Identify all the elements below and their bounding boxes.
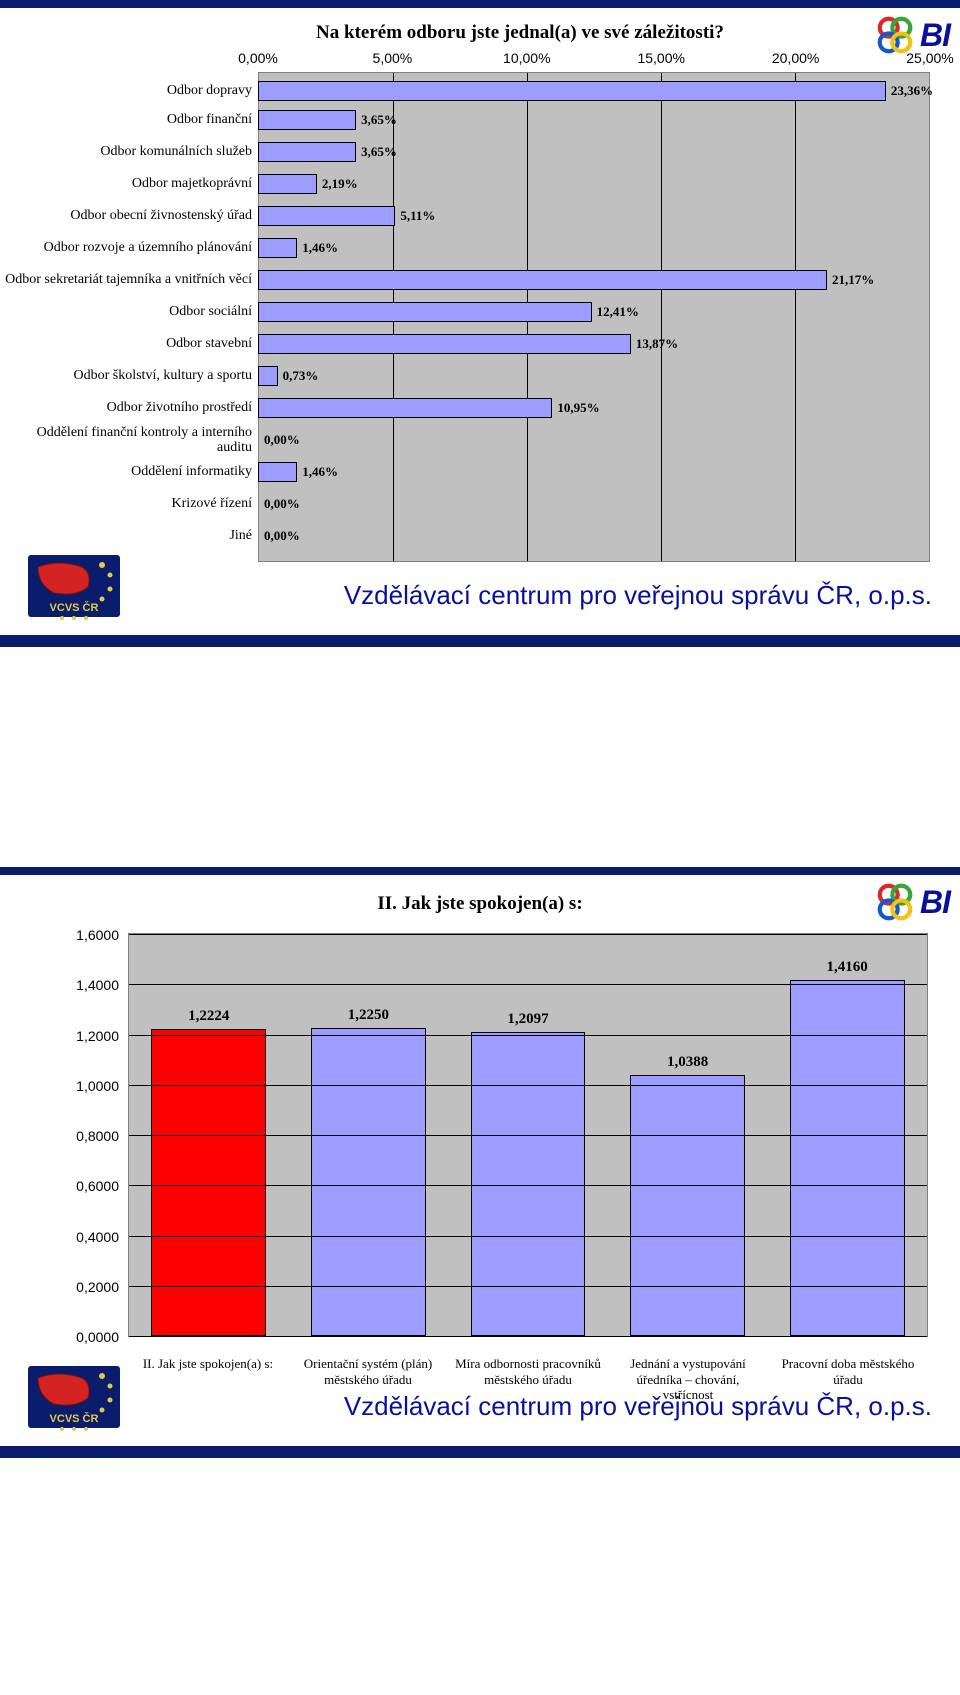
chart1-bar: 2,19% — [258, 174, 317, 194]
slide-1: BI Na kterém odboru jste jednal(a) ve sv… — [0, 0, 960, 647]
chart2-ytick: 1,2000 — [59, 1028, 119, 1044]
chart2-ytick: 1,4000 — [59, 977, 119, 993]
chart1-row-label: Odbor dopravy — [0, 83, 258, 98]
chart1-xaxis-tick: 0,00% — [238, 50, 278, 66]
chart2-bar-value: 1,2224 — [129, 1008, 289, 1025]
chart1-bar: 5,11% — [258, 206, 395, 226]
chart1-xaxis-tick: 25,00% — [906, 50, 953, 66]
chart1-bar: 0,73% — [258, 366, 278, 386]
chart1-row: Jiné 0,00% — [0, 520, 960, 552]
chart1-row-label: Odbor finanční — [0, 112, 258, 127]
chart1-bar-value: 1,46% — [302, 464, 338, 480]
chart1-xaxis-tick: 15,00% — [637, 50, 684, 66]
chart2-bar-value: 1,2250 — [289, 1007, 449, 1024]
chart2-ytick: 0,8000 — [59, 1128, 119, 1144]
chart1-row-label: Odbor sociální — [0, 304, 258, 319]
logo-bi: BI — [874, 881, 950, 923]
chart1-bar: 3,65% — [258, 142, 356, 162]
chart2-ytick: 0,4000 — [59, 1229, 119, 1245]
chart1-bar: 23,36% — [258, 81, 886, 101]
footer-text: Vzdělávací centrum pro veřejnou správu Č… — [0, 580, 960, 611]
chart1-bar-value: 0,00% — [264, 432, 300, 448]
chart1-row: Krizové řízení 0,00% — [0, 488, 960, 520]
chart2-bar — [151, 1029, 266, 1336]
chart1-row-label: Odbor životního prostředí — [0, 400, 258, 415]
chart1-bar-value: 13,87% — [636, 336, 678, 352]
chart1-row: Odbor sekretariát tajemníka a vnitřních … — [0, 264, 960, 296]
chart1-axis: 0,00% 5,00% 10,00% 15,00% 20,00% 25,00% — [0, 50, 960, 72]
chart2-bar — [630, 1075, 745, 1336]
chart1-row: Oddělení informatiky1,46% — [0, 456, 960, 488]
chart2-bar-value: 1,4160 — [767, 959, 927, 976]
chart1-bar-value: 3,65% — [361, 144, 397, 160]
chart1-bar-value: 2,19% — [322, 176, 358, 192]
chart2-plot: 1,22241,22501,20971,03881,4160 0,00000,2… — [128, 933, 928, 1337]
chart2-ytick: 1,0000 — [59, 1078, 119, 1094]
chart1-bar: 13,87% — [258, 334, 631, 354]
chart2-ytick: 0,2000 — [59, 1279, 119, 1295]
chart2-ytick: 0,0000 — [59, 1329, 119, 1345]
chart1-row: Odbor rozvoje a územního plánování1,46% — [0, 232, 960, 264]
chart1-row-label: Odbor komunálních služeb — [0, 144, 258, 159]
chart2-ytick: 0,6000 — [59, 1178, 119, 1194]
chart1-xaxis-tick: 10,00% — [503, 50, 550, 66]
chart1-bar-value: 1,46% — [302, 240, 338, 256]
chart2-bar-value: 1,0388 — [608, 1054, 768, 1071]
chart1-row: Odbor dopravy23,36% — [0, 72, 960, 104]
logo-bi-text: BI — [920, 884, 950, 921]
chart2-bar — [311, 1028, 426, 1336]
chart1-bar-value: 0,00% — [264, 496, 300, 512]
chart1-bar: 3,65% — [258, 110, 356, 130]
chart1-bar: 21,17% — [258, 270, 827, 290]
chart1-row-label: Oddělení informatiky — [0, 464, 258, 479]
chart1-bar: 10,95% — [258, 398, 552, 418]
chart1-bar-value: 12,41% — [597, 304, 639, 320]
chart1-row-label: Odbor rozvoje a územního plánování — [0, 240, 258, 255]
chart1-row: Odbor životního prostředí10,95% — [0, 392, 960, 424]
chart1-row: Odbor školství, kultury a sportu0,73% — [0, 360, 960, 392]
chart1-bar-value: 21,17% — [832, 272, 874, 288]
chart1-bar-value: 3,65% — [361, 112, 397, 128]
chart1-row: Odbor majetkoprávní2,19% — [0, 168, 960, 200]
chart2-title: II. Jak jste spokojen(a) s: — [0, 893, 960, 915]
chart1-row: Odbor obecní živnostenský úřad5,11% — [0, 200, 960, 232]
chart2-bar — [471, 1032, 586, 1336]
chart1-row: Oddělení finanční kontroly a interního a… — [0, 424, 960, 456]
chart1-bar: 12,41% — [258, 302, 592, 322]
chart1-row-label: Odbor školství, kultury a sportu — [0, 368, 258, 383]
chart1-title: Na kterém odboru jste jednal(a) ve své z… — [260, 22, 780, 44]
footer-text: Vzdělávací centrum pro veřejnou správu Č… — [0, 1391, 960, 1422]
chart1-row-label: Odbor stavební — [0, 336, 258, 351]
chart1-bar-value: 0,73% — [283, 368, 319, 384]
chart1-bar-value: 23,36% — [891, 83, 933, 99]
chart1-xaxis-tick: 20,00% — [772, 50, 819, 66]
chart1-bar: 1,46% — [258, 462, 297, 482]
chart1-xaxis-tick: 5,00% — [373, 50, 413, 66]
chart2-ytick: 1,6000 — [59, 927, 119, 943]
chart1-row: Odbor finanční3,65% — [0, 104, 960, 136]
chart1-row-label: Odbor obecní živnostenský úřad — [0, 208, 258, 223]
slide-2: BI II. Jak jste spokojen(a) s: 1,22241,2… — [0, 867, 960, 1458]
chart1-bar-value: 0,00% — [264, 528, 300, 544]
rings-icon — [874, 881, 916, 923]
chart1-row-label: Oddělení finanční kontroly a interního a… — [0, 425, 258, 456]
chart2-bar-value: 1,2097 — [448, 1011, 608, 1028]
chart1-row-label: Jiné — [0, 528, 258, 543]
chart1-row-label: Odbor sekretariát tajemníka a vnitřních … — [0, 272, 258, 287]
chart1-row-label: Krizové řízení — [0, 496, 258, 511]
chart1-row: Odbor komunálních služeb3,65% — [0, 136, 960, 168]
chart1-row: Odbor stavební13,87% — [0, 328, 960, 360]
chart1-bar: 1,46% — [258, 238, 297, 258]
chart1-row: Odbor sociální12,41% — [0, 296, 960, 328]
chart1-row-label: Odbor majetkoprávní — [0, 176, 258, 191]
chart1-bar-value: 5,11% — [400, 208, 435, 224]
chart1-bar-value: 10,95% — [557, 400, 599, 416]
chart2-plot-wrap: 1,22241,22501,20971,03881,4160 0,00000,2… — [70, 933, 928, 1373]
logo-bi-text: BI — [920, 17, 950, 54]
